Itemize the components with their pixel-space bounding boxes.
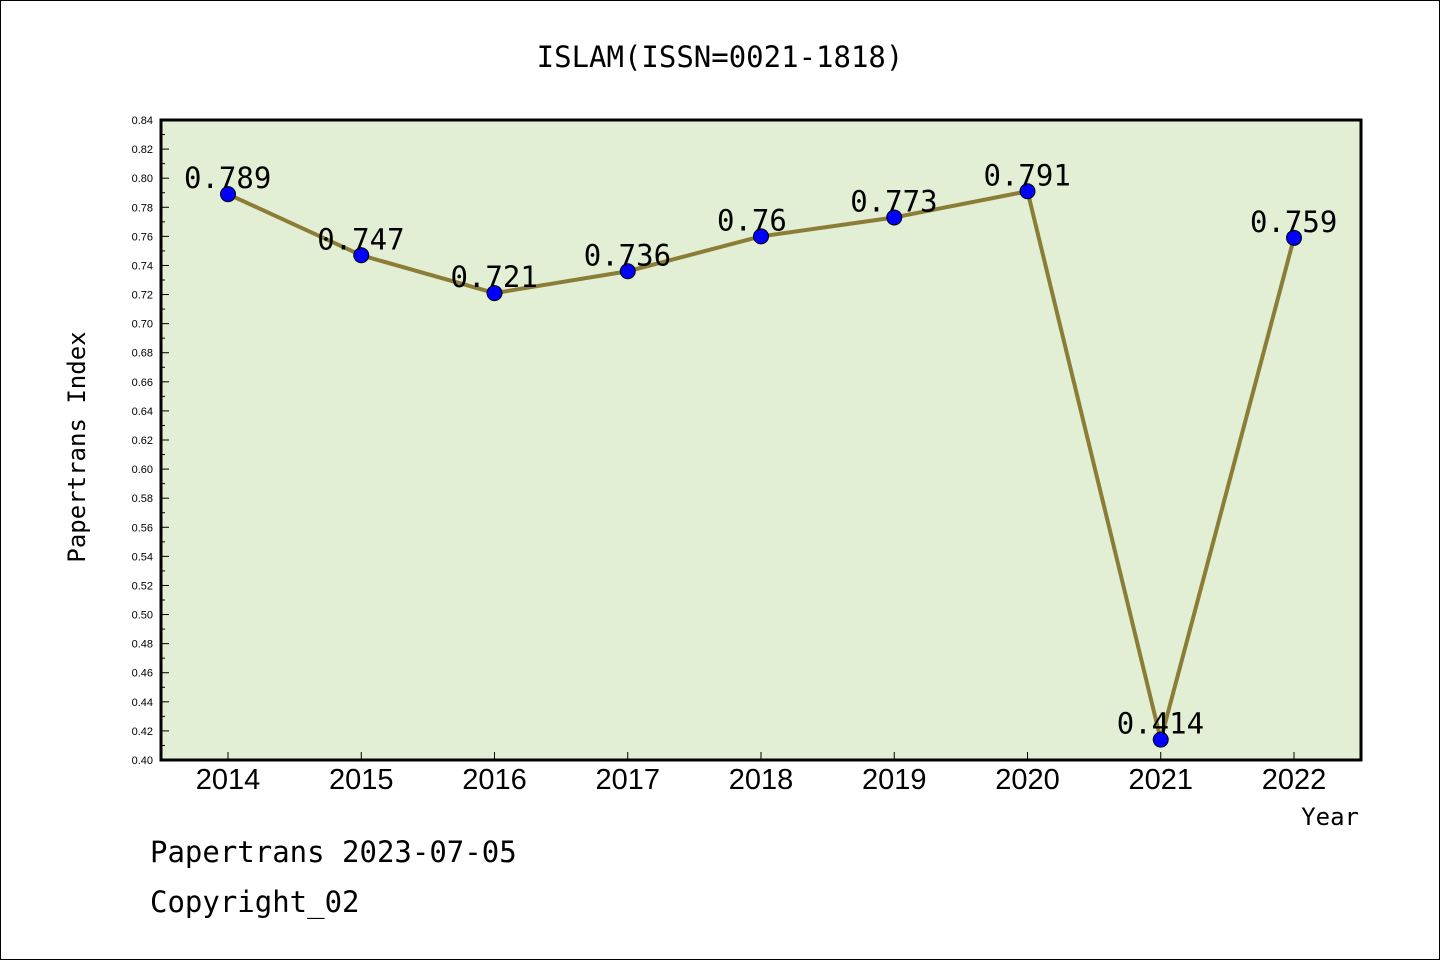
data-label: 0.736 [584,238,671,272]
footer-date: Papertrans 2023-07-05 [150,835,517,869]
data-label: 0.76 [717,203,787,237]
x-axis: 2014 2015 2016 2017 2018 2019 2020 2021 2022 [196,752,1327,796]
data-point [619,263,636,280]
y-tick-label: 0.48 [132,639,153,651]
data-label: 0.414 [1117,707,1204,741]
x-axis-label: Year [1301,803,1359,831]
y-tick-label: 0.80 [132,173,153,185]
y-tick-label: 0.40 [132,755,153,767]
y-tick-label: 0.56 [132,522,153,534]
x-tick-label: 2020 [995,764,1060,796]
plot-area [159,118,1363,762]
y-tick-label: 0.78 [132,202,153,214]
x-tick-label: 2021 [1128,764,1193,796]
data-label: 0.747 [317,222,404,256]
y-tick-label: 0.72 [132,290,153,302]
data-point [1019,183,1036,200]
x-tick-label: 2019 [862,764,927,796]
data-point [353,247,370,264]
y-tick-label: 0.42 [132,726,153,738]
y-tick-label: 0.76 [132,231,153,243]
y-tick-label: 0.46 [132,668,153,680]
y-axis: 0.40 0.42 0.44 0.46 0.48 0.50 0.52 0.54 0.56 0.58… [132,115,169,767]
data-label: 0.773 [850,184,937,218]
data-label: 0.721 [451,260,538,294]
x-tick-label: 2015 [329,764,394,796]
y-tick-label: 0.44 [132,697,153,709]
series-layer: 0.789 0.747 0.721 0.736 0.76 0.773 0.791 0.414 0… [184,158,1337,748]
data-point [486,285,503,302]
y-tick-label: 0.58 [132,493,153,505]
y-tick-label: 0.64 [132,406,153,418]
x-tick-label: 2018 [729,764,794,796]
y-tick-label: 0.60 [132,464,153,476]
y-tick-label: 0.84 [132,115,153,127]
x-tick-label: 2016 [462,764,527,796]
data-point [220,186,236,203]
footer-copyright: Copyright_02 [150,885,360,919]
x-tick-label: 2014 [196,764,261,796]
y-tick-label: 0.70 [132,319,153,331]
y-tick-label: 0.66 [132,377,153,389]
data-point [1152,731,1169,748]
x-tick-label: 2017 [595,764,660,796]
y-tick-label: 0.54 [132,551,153,563]
y-tick-label: 0.82 [132,144,153,156]
data-label: 0.759 [1250,205,1337,239]
data-point [1286,229,1302,246]
data-point [886,209,903,226]
data-label: 0.791 [984,158,1071,192]
y-tick-label: 0.62 [132,435,153,447]
x-tick-label: 2022 [1262,764,1327,796]
data-label: 0.789 [184,161,271,195]
y-tick-label: 0.68 [132,348,153,360]
y-tick-label: 0.50 [132,610,153,622]
chart-title: ISLAM(ISSN=0021-1818) [537,40,904,74]
y-tick-label: 0.74 [132,260,153,272]
y-tick-label: 0.52 [132,580,153,592]
data-point [753,228,769,245]
y-axis-label: Papertrans Index [63,331,91,562]
